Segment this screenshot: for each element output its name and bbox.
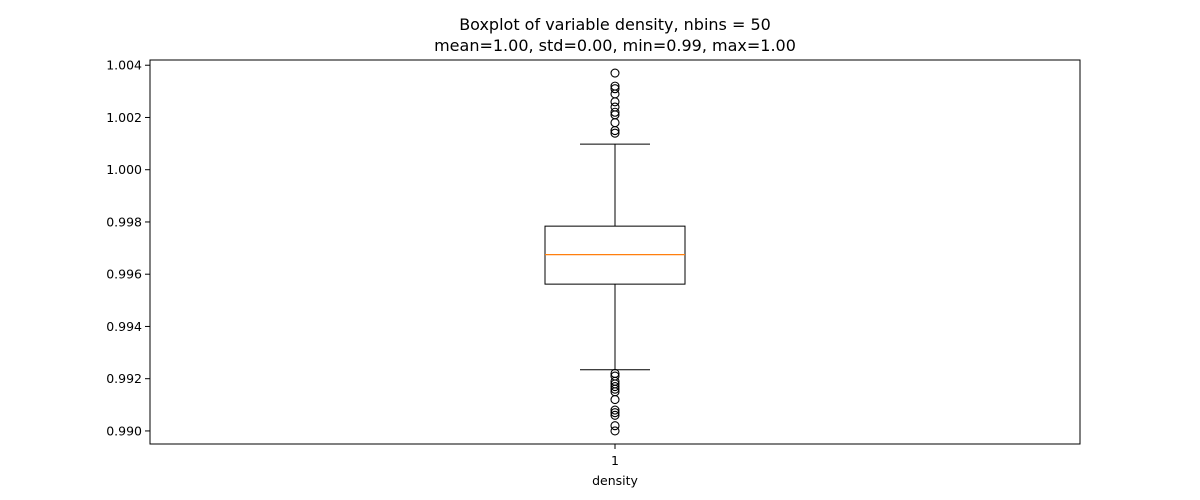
y-tick-label: 1.000	[106, 162, 142, 177]
chart-title: Boxplot of variable density, nbins = 50	[459, 15, 771, 34]
plot-elements	[544, 68, 686, 436]
outlier-point	[610, 410, 620, 420]
outlier-point	[610, 421, 620, 431]
x-axis: 1	[611, 444, 619, 468]
outlier-point	[610, 426, 620, 436]
y-tick-label: 1.002	[106, 110, 142, 125]
outlier-point	[610, 84, 620, 94]
y-tick-label: 0.998	[106, 214, 142, 229]
outlier-point	[610, 118, 620, 128]
outlier-point	[610, 107, 620, 117]
outlier-point	[610, 68, 620, 78]
outlier-point	[610, 381, 620, 392]
outlier-point	[610, 89, 620, 99]
y-tick-label: 0.996	[106, 267, 142, 282]
outlier-point	[610, 408, 620, 418]
y-tick-label: 0.990	[106, 423, 142, 438]
y-axis: 0.990 0.992 0.994 0.996 0.998 1.000 1.002 1.004	[106, 58, 150, 438]
y-tick-label: 1.004	[106, 58, 142, 73]
plot-frame	[149, 59, 1081, 445]
outlier-point	[610, 405, 620, 415]
y-tick-label: 0.992	[106, 371, 142, 386]
x-axis-label: density	[592, 473, 638, 488]
outlier-point	[610, 395, 620, 405]
outlier-point	[610, 97, 620, 107]
outlier-point	[610, 384, 620, 394]
outlier-point	[610, 125, 620, 136]
outlier-point	[610, 128, 620, 138]
y-tick-label: 0.994	[106, 319, 142, 334]
chart-subtitle: mean=1.00, std=0.00, min=0.99, max=1.00	[434, 36, 796, 55]
x-tick-label: 1	[611, 453, 619, 468]
